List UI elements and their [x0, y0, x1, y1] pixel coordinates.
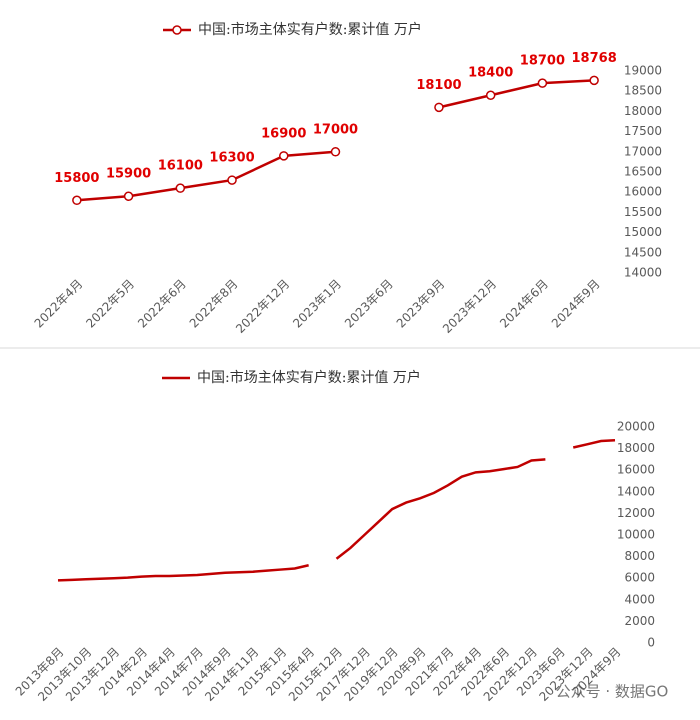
- y-tick-label: 18000: [617, 441, 655, 455]
- point-marker: [279, 151, 289, 161]
- y-tick-label: 15000: [624, 225, 662, 239]
- line-segment: [76, 150, 336, 202]
- y-tick-label: 2000: [624, 614, 655, 628]
- point-marker: [227, 175, 237, 185]
- y-tick-label: 14000: [617, 484, 655, 498]
- point-marker: [175, 183, 186, 193]
- data-label: 16100: [158, 159, 203, 174]
- y-tick-label: 4000: [624, 592, 655, 606]
- y-tick-label: 17500: [624, 124, 662, 138]
- y-tick-label: 17000: [624, 144, 662, 158]
- y-tick-label: 16500: [624, 165, 662, 179]
- point-marker: [72, 195, 82, 206]
- y-tick-label: 12000: [617, 506, 655, 520]
- data-label: 18700: [520, 54, 565, 69]
- line-segment: [335, 458, 546, 560]
- data-label: 18400: [468, 66, 513, 81]
- point-marker: [537, 78, 548, 88]
- line-segment: [57, 564, 309, 582]
- y-tick-label: 14500: [624, 245, 662, 259]
- y-tick-label: 19000: [624, 64, 662, 78]
- y-tick-label: 8000: [624, 549, 655, 563]
- y-tick-label: 15500: [624, 205, 662, 219]
- data-label: 15900: [106, 167, 151, 182]
- y-tick-label: 16000: [624, 185, 662, 199]
- point-marker: [434, 102, 444, 113]
- legend-marker: [172, 25, 182, 35]
- point-marker: [330, 147, 341, 157]
- y-tick-label: 16000: [617, 463, 655, 477]
- y-tick-label: 6000: [624, 571, 655, 585]
- data-label: 16900: [261, 126, 306, 141]
- line-segment: [438, 79, 595, 109]
- data-label: 16300: [209, 151, 254, 166]
- data-label: 15800: [54, 171, 99, 186]
- data-label: 18100: [416, 78, 461, 93]
- y-tick-label: 14000: [624, 266, 662, 280]
- watermark: 公众号 · 数据GO: [556, 683, 669, 701]
- legend-label: 中国:市场主体实有户数:累计值 万户: [197, 369, 421, 386]
- data-label: 18768: [572, 51, 617, 66]
- data-label: 17000: [313, 122, 358, 137]
- point-marker: [589, 75, 599, 86]
- y-tick-label: 0: [647, 636, 655, 650]
- y-tick-label: 18000: [624, 104, 662, 118]
- legend-label: 中国:市场主体实有户数:累计值 万户: [198, 21, 422, 38]
- point-marker: [485, 90, 496, 100]
- y-tick-label: 10000: [617, 528, 655, 542]
- y-tick-label: 20000: [617, 420, 655, 434]
- line-segment: [572, 439, 616, 449]
- point-marker: [123, 191, 134, 201]
- y-tick-label: 18500: [624, 84, 662, 98]
